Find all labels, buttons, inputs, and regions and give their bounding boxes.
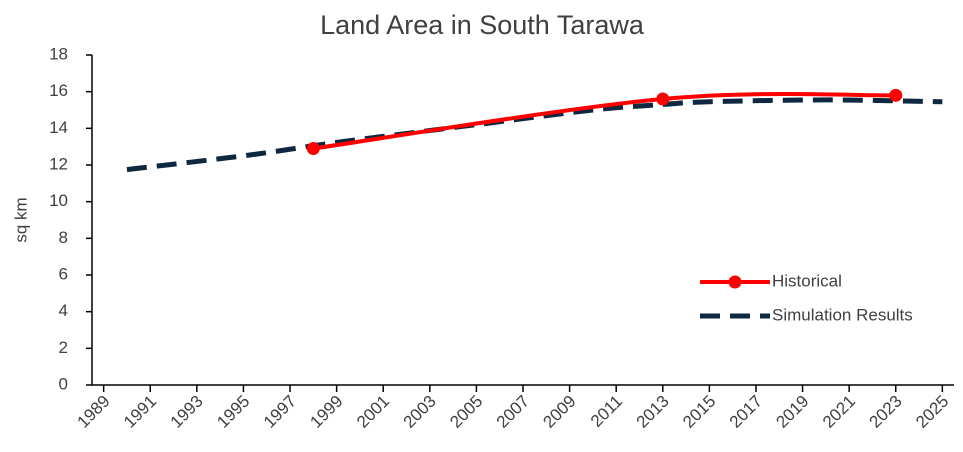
x-tick-label: 1991 (120, 392, 160, 432)
x-tick-label: 1999 (306, 392, 346, 432)
x-tick-label: 2013 (633, 392, 673, 432)
legend-label: Historical (772, 271, 842, 290)
x-tick-label: 2011 (587, 392, 626, 431)
x-tick-label: 1997 (260, 392, 300, 432)
x-tick-label: 1995 (213, 392, 253, 432)
x-tick-label: 2025 (912, 392, 952, 432)
x-tick-label: 2015 (679, 392, 719, 432)
x-tick-label: 1989 (73, 392, 113, 432)
x-tick-label: 2009 (539, 392, 579, 432)
x-tick-label: 2003 (400, 392, 440, 432)
y-tick-label: 2 (59, 338, 68, 357)
chart-title: Land Area in South Tarawa (320, 10, 645, 40)
legend-label: Simulation Results (772, 305, 913, 324)
x-tick-label: 2005 (446, 392, 486, 432)
y-tick-label: 18 (49, 44, 68, 63)
x-tick-label: 2019 (772, 392, 812, 432)
y-tick-label: 16 (49, 81, 68, 100)
point (656, 92, 670, 106)
y-tick-label: 4 (59, 301, 68, 320)
point (889, 88, 903, 102)
legend-marker (728, 275, 742, 289)
y-tick-label: 14 (49, 118, 68, 137)
point (306, 142, 320, 155)
x-tick-label: 2001 (353, 392, 393, 432)
y-tick-label: 12 (49, 154, 68, 173)
x-tick-label: 2021 (819, 392, 859, 432)
series-line (126, 97, 943, 173)
x-tick-label: 2007 (493, 392, 533, 432)
series-line (313, 92, 896, 151)
y-tick-label: 6 (59, 264, 68, 283)
y-tick-label: 10 (49, 191, 68, 210)
x-tick-label: 2017 (726, 392, 766, 432)
x-tick-label: 1993 (167, 392, 207, 432)
y-tick-label: 0 (59, 374, 68, 393)
y-tick-label: 8 (59, 228, 68, 247)
y-axis-label: sq km (11, 197, 30, 242)
x-tick-label: 2023 (866, 392, 906, 432)
